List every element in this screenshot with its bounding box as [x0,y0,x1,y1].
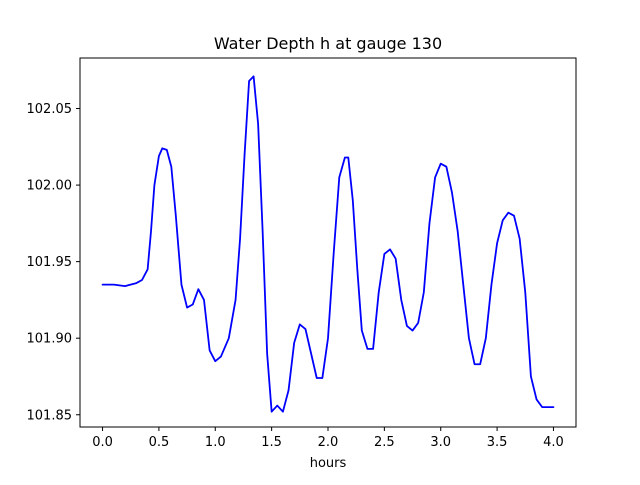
x-tick-label: 2.0 [318,435,339,450]
y-tick-label: 101.95 [27,255,73,270]
x-axis-label: hours [310,456,347,471]
x-tick-label: 3.0 [430,435,451,450]
x-tick-label: 1.5 [261,435,282,450]
x-tick-label: 0.0 [92,435,113,450]
series-line [101,75,555,413]
chart-title: Water Depth h at gauge 130 [214,34,442,53]
y-tick-label: 102.00 [27,179,73,194]
x-tick-label: 2.5 [374,435,395,450]
x-tick-label: 4.0 [543,435,564,450]
x-tick-label: 1.0 [205,435,226,450]
y-tick-label: 101.85 [27,408,73,423]
y-axis-ticks: 101.85 101.90 101.95 102.00 102.05 [27,102,80,423]
x-tick-label: 3.5 [487,435,508,450]
x-tick-label: 0.5 [149,435,170,450]
x-axis-ticks: 0.0 0.5 1.0 1.5 2.0 2.5 3.0 3.5 4.0 [92,427,564,450]
y-tick-label: 102.05 [27,102,73,117]
y-tick-label: 101.90 [27,332,73,347]
